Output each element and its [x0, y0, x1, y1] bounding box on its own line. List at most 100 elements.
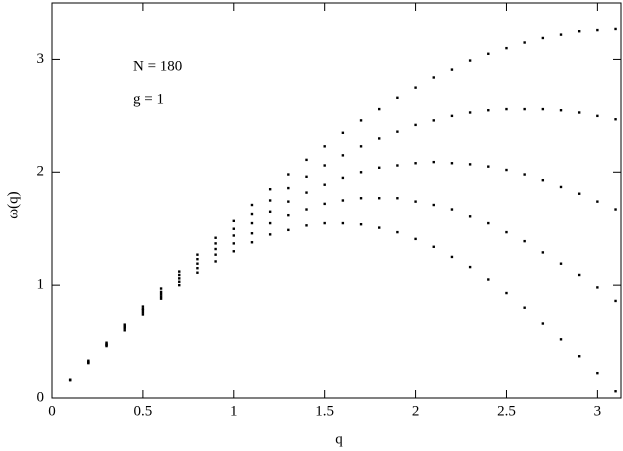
- point: [323, 221, 326, 225]
- point: [141, 313, 145, 316]
- point: [505, 46, 508, 50]
- point: [523, 306, 526, 309]
- point: [596, 28, 599, 32]
- point: [105, 341, 108, 344]
- point: [232, 219, 235, 223]
- annotation: N = 180: [133, 58, 182, 74]
- point: [359, 197, 363, 200]
- point: [596, 371, 599, 375]
- point: [378, 166, 381, 169]
- point: [614, 118, 617, 121]
- point: [359, 171, 363, 174]
- point: [577, 355, 581, 358]
- point: [396, 130, 399, 133]
- point: [250, 241, 254, 244]
- point: [250, 221, 254, 225]
- point: [250, 212, 254, 216]
- point: [577, 30, 581, 33]
- point: [359, 145, 363, 148]
- point: [505, 230, 508, 234]
- point: [450, 162, 454, 165]
- x-tick-label: 2.5: [497, 403, 516, 419]
- point: [523, 173, 526, 176]
- point: [596, 286, 599, 289]
- point: [196, 271, 199, 274]
- x-tick-label: 1: [230, 403, 238, 419]
- point: [287, 213, 290, 217]
- point: [268, 188, 272, 191]
- point: [378, 137, 381, 140]
- point: [232, 250, 235, 253]
- y-tick-label: 2: [37, 164, 45, 180]
- point: [450, 208, 454, 211]
- point: [396, 230, 399, 234]
- point: [505, 291, 508, 295]
- point: [378, 107, 381, 111]
- point: [196, 253, 199, 256]
- annotation: g = 1: [133, 91, 164, 107]
- point: [178, 270, 181, 273]
- point: [614, 390, 617, 393]
- point: [487, 278, 490, 281]
- point: [341, 131, 345, 134]
- point: [305, 191, 308, 194]
- x-tick-label: 3: [594, 403, 602, 419]
- point: [214, 260, 217, 263]
- y-tick-label: 1: [37, 277, 45, 293]
- point: [505, 107, 508, 111]
- x-tick-label: 0: [48, 403, 56, 419]
- point: [250, 232, 254, 235]
- point: [559, 185, 563, 189]
- point: [123, 329, 126, 332]
- point: [541, 322, 545, 325]
- point: [577, 273, 581, 277]
- point: [414, 162, 417, 165]
- point: [268, 221, 272, 225]
- point: [414, 123, 417, 127]
- point: [159, 292, 163, 296]
- point: [232, 242, 235, 245]
- point: [305, 208, 308, 211]
- point: [159, 297, 163, 300]
- point: [214, 247, 217, 251]
- point: [432, 119, 435, 122]
- point: [196, 262, 199, 265]
- point: [450, 255, 454, 259]
- point: [159, 290, 163, 294]
- point: [468, 111, 472, 114]
- point: [614, 27, 617, 31]
- point: [268, 233, 272, 236]
- y-axis-label: ω(q): [5, 191, 21, 218]
- point: [541, 251, 545, 254]
- point: [523, 41, 526, 44]
- point: [577, 192, 581, 195]
- point: [432, 76, 435, 79]
- point: [305, 158, 308, 162]
- point: [178, 283, 181, 287]
- point: [196, 257, 199, 261]
- point: [487, 221, 490, 225]
- y-tick-label: 3: [37, 51, 45, 67]
- point: [432, 203, 435, 207]
- point: [487, 109, 490, 112]
- point: [468, 265, 472, 269]
- point: [487, 52, 490, 55]
- x-axis-label: q: [335, 431, 343, 447]
- point: [596, 200, 599, 203]
- point: [414, 237, 417, 241]
- point: [141, 305, 145, 308]
- point: [341, 176, 345, 180]
- point: [378, 226, 381, 229]
- point: [305, 224, 308, 227]
- point: [323, 164, 326, 167]
- point: [232, 227, 235, 230]
- point: [268, 210, 272, 213]
- point: [468, 215, 472, 218]
- point: [414, 86, 417, 89]
- y-tick-label: 0: [37, 389, 45, 405]
- point: [468, 163, 472, 166]
- point: [468, 59, 472, 62]
- point: [523, 239, 526, 243]
- point: [196, 267, 199, 270]
